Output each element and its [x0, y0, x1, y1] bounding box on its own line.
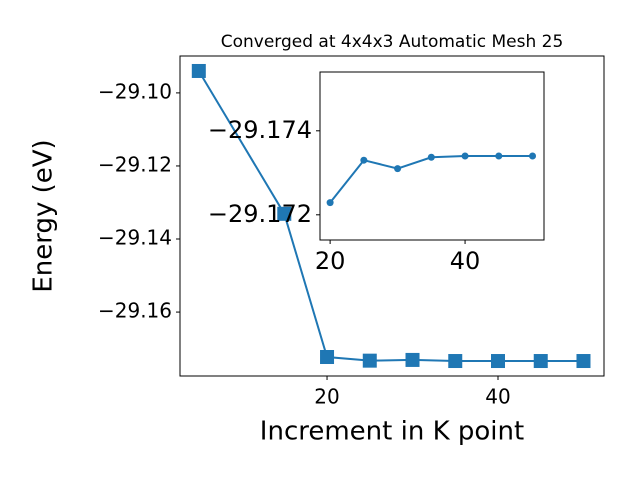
marker: [362, 353, 377, 368]
chart-title: Converged at 4x4x3 Automatic Mesh 25: [221, 32, 564, 52]
x-tick-label: 40: [450, 247, 481, 275]
marker: [495, 152, 503, 160]
marker: [191, 63, 206, 78]
x-tick-label: 20: [314, 385, 339, 409]
marker: [320, 350, 335, 365]
y-tick-label: −29.174: [208, 116, 312, 144]
marker: [576, 354, 591, 369]
marker: [461, 152, 469, 160]
marker: [405, 352, 420, 367]
marker: [277, 206, 292, 221]
x-tick-label: 40: [485, 385, 510, 409]
marker: [326, 199, 334, 207]
marker: [491, 354, 505, 369]
y-axis-label: Energy (eV): [29, 139, 59, 292]
x-tick-label: 20: [315, 247, 346, 275]
y-tick-label: −29.16: [98, 299, 172, 323]
marker: [394, 165, 402, 173]
marker: [529, 152, 537, 160]
marker: [448, 354, 463, 369]
y-tick-label: −29.10: [98, 79, 172, 103]
y-tick-label: −29.14: [98, 226, 172, 250]
marker: [533, 354, 548, 369]
x-axis-label: Increment in K point: [260, 417, 524, 447]
y-tick-label: −29.172: [208, 200, 312, 228]
y-tick-label: −29.12: [98, 152, 172, 176]
marker: [360, 156, 368, 164]
marker: [427, 153, 435, 161]
